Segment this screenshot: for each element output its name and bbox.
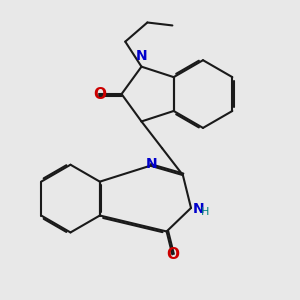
Text: O: O [166,247,179,262]
Text: N: N [146,157,158,171]
Text: H: H [201,207,210,218]
Text: N: N [136,49,147,63]
Text: O: O [93,87,106,102]
Text: N: N [193,202,204,216]
